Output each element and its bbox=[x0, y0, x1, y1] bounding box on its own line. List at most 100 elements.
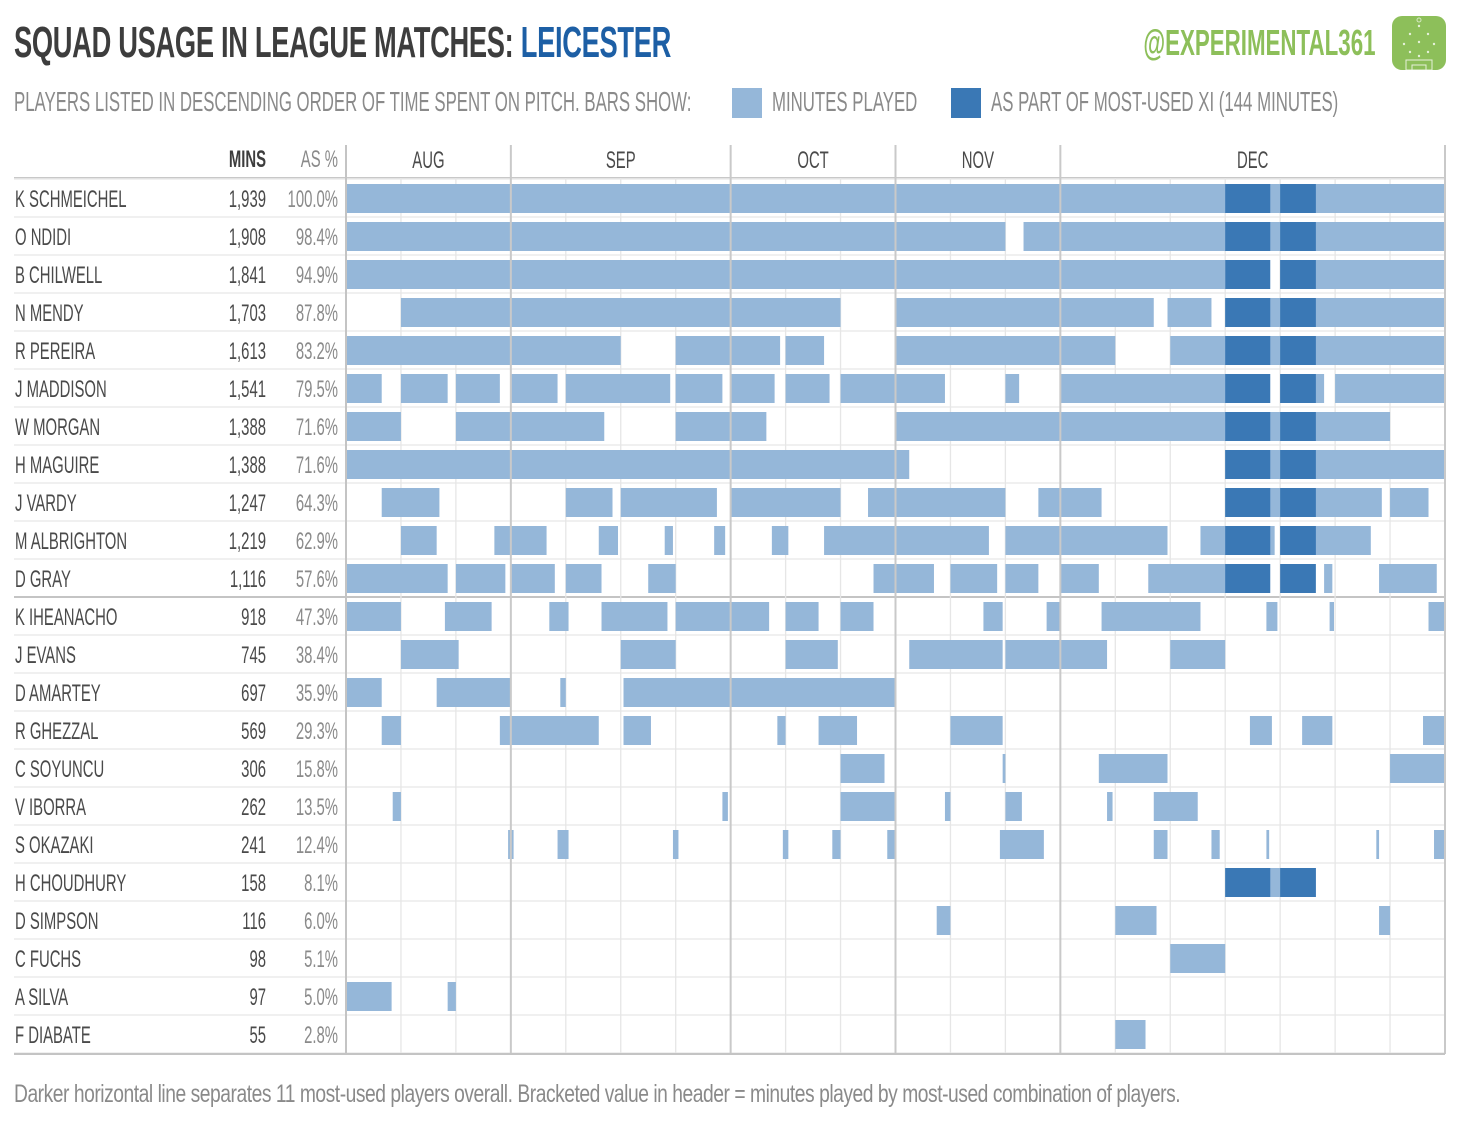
minutes-bar bbox=[560, 678, 566, 707]
minutes-bar bbox=[1005, 640, 1108, 669]
minutes-bar bbox=[400, 526, 437, 555]
player-percent: 38.4% bbox=[296, 643, 338, 669]
player-name: V IBORRA bbox=[15, 795, 87, 821]
most-used-xi-bar bbox=[1225, 374, 1271, 403]
most-used-xi-bar bbox=[1280, 564, 1316, 593]
player-minutes: 1,613 bbox=[229, 339, 266, 365]
minutes-bar bbox=[1005, 374, 1020, 403]
minutes-bar bbox=[346, 564, 448, 593]
minutes-bar bbox=[873, 564, 934, 593]
player-percent: 5.0% bbox=[304, 985, 338, 1011]
minutes-bar bbox=[895, 298, 1154, 327]
most-used-xi-bar bbox=[1225, 868, 1271, 897]
minutes-bar bbox=[623, 716, 651, 745]
minutes-bar bbox=[675, 412, 767, 441]
minutes-bar bbox=[455, 374, 500, 403]
player-name: A SILVA bbox=[15, 985, 69, 1011]
minutes-bar bbox=[1324, 564, 1333, 593]
most-used-xi-bar bbox=[1280, 298, 1316, 327]
player-percent: 83.2% bbox=[296, 339, 338, 365]
player-percent: 57.6% bbox=[296, 567, 338, 593]
player-minutes: 158 bbox=[241, 871, 266, 897]
player-name: D AMARTEY bbox=[15, 681, 101, 707]
minutes-bar bbox=[1038, 488, 1102, 517]
player-name: M ALBRIGHTON bbox=[15, 529, 127, 555]
minutes-bar bbox=[565, 488, 613, 517]
minutes-bar bbox=[1046, 602, 1061, 631]
player-percent: 64.3% bbox=[296, 491, 338, 517]
most-used-xi-bar bbox=[1280, 260, 1316, 289]
minutes-bar bbox=[1115, 1020, 1146, 1049]
chart-subtitle: PLAYERS LISTED IN DESCENDING ORDER OF TI… bbox=[14, 86, 692, 117]
minutes-bar bbox=[346, 602, 401, 631]
player-percent: 79.5% bbox=[296, 377, 338, 403]
player-minutes: 1,541 bbox=[229, 377, 266, 403]
minutes-bar bbox=[950, 564, 998, 593]
minutes-bar bbox=[494, 526, 547, 555]
minutes-bar bbox=[381, 716, 401, 745]
minutes-bar bbox=[950, 716, 1003, 745]
player-minutes: 262 bbox=[241, 795, 266, 821]
month-label: SEP bbox=[606, 148, 636, 174]
player-minutes: 1,219 bbox=[229, 529, 266, 555]
minutes-bar bbox=[782, 830, 789, 859]
month-label: DEC bbox=[1237, 148, 1268, 174]
minutes-bar bbox=[840, 792, 896, 821]
most-used-xi-bar bbox=[1280, 184, 1316, 213]
chart-title: SQUAD USAGE IN LEAGUE MATCHES: LEICESTER bbox=[14, 18, 671, 68]
minutes-bar bbox=[1153, 792, 1198, 821]
player-minutes: 241 bbox=[241, 833, 266, 859]
minutes-bar bbox=[447, 982, 456, 1011]
minutes-bar bbox=[455, 564, 506, 593]
minutes-bar bbox=[549, 602, 569, 631]
player-percent: 94.9% bbox=[296, 263, 338, 289]
minutes-bar bbox=[620, 640, 676, 669]
minutes-bar bbox=[510, 564, 555, 593]
player-minutes: 1,247 bbox=[229, 491, 266, 517]
player-name: D GRAY bbox=[15, 567, 71, 593]
minutes-bar bbox=[1266, 602, 1278, 631]
minutes-bar bbox=[1005, 792, 1022, 821]
minutes-bar bbox=[1170, 640, 1226, 669]
minutes-bar bbox=[499, 716, 599, 745]
minutes-bar bbox=[1329, 602, 1335, 631]
minutes-bar bbox=[675, 602, 770, 631]
player-minutes: 1,703 bbox=[229, 301, 266, 327]
player-minutes: 918 bbox=[241, 605, 266, 631]
player-percent: 5.1% bbox=[304, 947, 338, 973]
minutes-bar bbox=[648, 564, 676, 593]
player-percent: 100.0% bbox=[288, 187, 339, 213]
minutes-bar bbox=[1379, 564, 1437, 593]
minutes-bar bbox=[1115, 906, 1157, 935]
player-name: N MENDY bbox=[15, 301, 84, 327]
most-used-xi-bar bbox=[1280, 222, 1316, 251]
most-used-xi-bar bbox=[1225, 298, 1271, 327]
minutes-bar bbox=[714, 526, 726, 555]
minutes-bar bbox=[785, 640, 838, 669]
player-name: F DIABATE bbox=[15, 1023, 91, 1049]
minutes-bar bbox=[999, 830, 1044, 859]
player-percent: 15.8% bbox=[296, 757, 338, 783]
player-name: W MORGAN bbox=[15, 415, 100, 441]
minutes-bar bbox=[895, 336, 1116, 365]
minutes-bar bbox=[346, 374, 382, 403]
player-percent: 98.4% bbox=[296, 225, 338, 251]
most-used-xi-bar bbox=[1225, 412, 1271, 441]
minutes-bar bbox=[455, 412, 605, 441]
minutes-bar bbox=[1390, 754, 1445, 783]
player-name: B CHILWELL bbox=[15, 263, 102, 289]
minutes-bar bbox=[944, 792, 951, 821]
legend-swatch-minutes bbox=[732, 88, 762, 118]
player-percent: 8.1% bbox=[304, 871, 338, 897]
minutes-bar bbox=[346, 982, 392, 1011]
most-used-xi-bar bbox=[1225, 184, 1271, 213]
player-name: S OKAZAKI bbox=[15, 833, 94, 859]
minutes-bar bbox=[598, 526, 619, 555]
minutes-bar bbox=[983, 602, 1003, 631]
month-label: NOV bbox=[962, 148, 995, 174]
title-prefix: SQUAD USAGE IN LEAGUE MATCHES: bbox=[14, 18, 521, 67]
legend-label-minutes: MINUTES PLAYED bbox=[772, 86, 918, 117]
minutes-bar bbox=[730, 374, 775, 403]
minutes-bar bbox=[400, 298, 841, 327]
player-name: R GHEZZAL bbox=[15, 719, 98, 745]
